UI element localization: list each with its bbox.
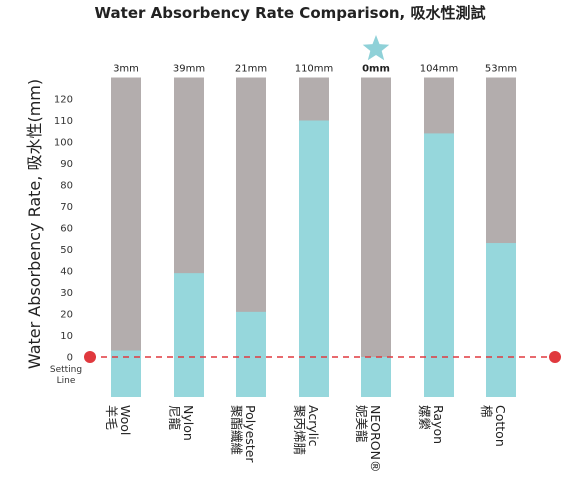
category-label: Cotton棉 [479, 405, 508, 447]
setting-line-left-dot [84, 351, 96, 363]
category-label-zh: 嫘縈 [417, 405, 432, 430]
category-label-en: Nylon [181, 405, 196, 441]
data-label: 104mm [420, 64, 459, 75]
setting-line-right-dot [549, 351, 561, 363]
category-label-en: Wool [118, 405, 133, 435]
data-label: 53mm [485, 64, 517, 75]
category-label-zh: 聚丙烯腈 [292, 405, 307, 455]
y-tick-label: 70 [60, 202, 73, 213]
setting-line-label: Setting [50, 365, 82, 375]
y-tick-label: 100 [54, 138, 73, 149]
bar-absorbed [424, 133, 454, 397]
category-label-zh: 妮美龍 [354, 405, 369, 443]
star-icon [362, 35, 390, 61]
bar-absorbed [236, 311, 266, 397]
bar-absorbed [486, 243, 516, 397]
data-label: 39mm [173, 64, 205, 75]
category-label: Nylon尼龍 [167, 405, 196, 441]
bar-absorbed [299, 120, 329, 397]
category-label-zh: 羊毛 [104, 405, 119, 431]
category-label: Wool羊毛 [104, 405, 133, 435]
category-label-zh: 尼龍 [167, 405, 182, 431]
data-label: 0mm [362, 64, 390, 75]
y-tick-label: 80 [60, 181, 73, 192]
y-tick-label: 120 [54, 95, 73, 106]
data-label: 3mm [113, 64, 139, 75]
chart-title: Water Absorbency Rate Comparison, 吸水性測試 [94, 4, 486, 22]
bar-remaining [111, 77, 141, 397]
category-label-en: Cotton [493, 405, 508, 447]
y-tick-label: 20 [60, 310, 73, 321]
data-label: 21mm [235, 64, 267, 75]
category-label-zh: 聚酯纖維 [229, 405, 244, 455]
y-tick-label: 10 [60, 331, 73, 342]
setting-line-label: Line [57, 376, 76, 386]
category-label-en: Acrylic [306, 405, 321, 447]
y-tick-label: 50 [60, 245, 73, 256]
y-tick-label: 60 [60, 224, 73, 235]
y-tick-label: 40 [60, 267, 73, 278]
y-tick-label: 0 [67, 353, 73, 364]
category-label: NEORON®妮美龍 [354, 405, 383, 472]
category-label-en: Polyester [243, 405, 258, 463]
data-label: 110mm [295, 64, 334, 75]
bar-absorbed [361, 357, 391, 397]
y-axis-label: Water Absorbency Rate, 吸水性(mm) [25, 79, 44, 369]
category-label: Polyester聚酯纖維 [229, 405, 258, 463]
category-label-en: Rayon [431, 405, 446, 444]
category-label-en: NEORON® [368, 405, 383, 472]
y-tick-label: 110 [54, 116, 73, 127]
y-tick-label: 90 [60, 159, 73, 170]
y-tick-label: 30 [60, 288, 73, 299]
bar-absorbed [111, 350, 141, 397]
bar-remaining [361, 77, 391, 397]
bar-absorbed [174, 273, 204, 397]
category-label: Rayon嫘縈 [417, 405, 446, 444]
category-label: Acrylic聚丙烯腈 [292, 405, 321, 455]
category-label-zh: 棉 [479, 405, 494, 418]
